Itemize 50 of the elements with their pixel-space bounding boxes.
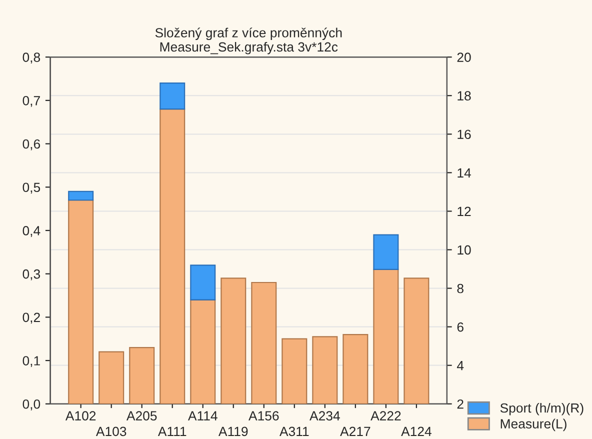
y2-tick-label: 2 [457,399,464,409]
bar [190,299,216,404]
bar [68,200,94,404]
x-tick-label: A119 [218,426,248,436]
x-tick-label: A114 [188,411,218,420]
bar [220,278,246,404]
x-tick-label: A217 [340,426,370,436]
y2-tick-label: 16 [458,130,471,140]
y-tick-label: 0,0 [22,399,40,410]
bar [68,190,94,201]
y-tick-label: 0,6 [22,139,40,150]
y2-tick-label: 4 [456,361,464,370]
bar [160,108,186,404]
legend-label: Sport (h/m)(R) [500,402,584,416]
y2-tick-label: 20 [457,52,471,62]
x-tick-label: A102 [65,411,96,421]
x-tick-label: A124 [401,426,432,436]
x-tick-label: A103 [96,426,126,436]
x-tick-label: A234 [310,411,340,421]
bar [282,338,308,404]
y-tick-label: 0,7 [22,96,40,107]
bar [373,268,399,404]
y2-tick-label: 12 [458,206,471,216]
bar [342,334,368,404]
y2-tick-label: 18 [458,91,471,101]
y-tick-label: 0,5 [22,182,40,194]
y-tick-label: 0,3 [22,269,40,280]
y2-tick-label: 6 [457,322,464,332]
bar [373,234,399,270]
x-tick-label: A111 [158,426,186,436]
y2-tick-label: 10 [458,245,471,255]
bar [98,351,124,404]
legend-label: Measure(L) [500,418,566,432]
bar [251,282,277,404]
bar [190,264,216,300]
y-tick-label: 0,2 [22,312,40,324]
x-tick-label: A156 [248,411,279,421]
bar [404,278,430,404]
bar [160,82,186,110]
x-tick-label: A205 [126,411,157,421]
chart-title: Složený graf z více proměnných Measure_Sek.grafy.sta 3v*12c [155,28,342,54]
y-tick-label: 0,8 [22,52,40,64]
y2-tick-label: 14 [458,168,471,178]
bar [129,346,155,404]
y-tick-label: 0,4 [22,226,40,237]
bar [312,336,338,404]
y-tick-label: 0,1 [22,356,40,367]
x-tick-label: A222 [370,411,401,420]
y2-tick-label: 8 [457,284,464,294]
x-tick-label: A311 [280,426,309,436]
